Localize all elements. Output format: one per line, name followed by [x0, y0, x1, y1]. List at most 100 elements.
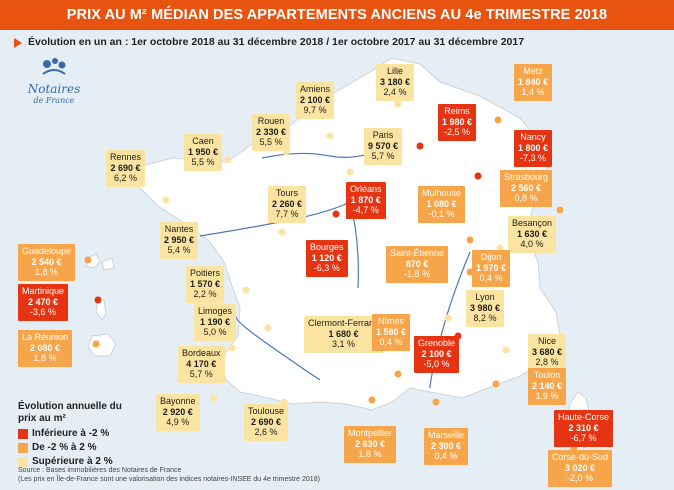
city-name: Rouen: [257, 116, 285, 126]
city-price: 2 630 €: [355, 438, 386, 449]
city-price: 2 300 €: [430, 440, 462, 451]
legend-item-down: Inférieure à -2 %: [18, 428, 138, 439]
city-price: 2 080 €: [30, 342, 61, 353]
legend-swatch-mid: [18, 442, 28, 453]
city-change: 1,9 %: [535, 391, 559, 401]
city-price: 2 920 €: [162, 406, 193, 417]
city-name: Tours: [276, 188, 299, 198]
legend-item-up: Supérieure à 2 %: [18, 456, 138, 467]
city-dot-toulouse: [280, 398, 288, 406]
city-price: 2 690 €: [251, 416, 282, 427]
city-label-poitiers: Poitiers 1 570 €2,2 %: [186, 266, 225, 303]
city-label-nice: Nice 3 680 €2,8 %: [528, 334, 567, 371]
city-name: La Réunion: [22, 332, 69, 342]
page-title: PRIX AU M² MÉDIAN DES APPARTEMENTS ANCIE…: [66, 7, 608, 23]
city-name: Reims: [444, 106, 470, 116]
city-dot-lille: [394, 100, 402, 108]
city-change: -6,7 %: [570, 433, 597, 443]
city-dot-martinique: [94, 296, 102, 304]
city-label-limoges: Limoges 1 190 €5,0 %: [194, 304, 237, 341]
city-name: Dijon: [480, 252, 502, 262]
source-note: Source : Bases immobilières des Notaires…: [18, 466, 320, 484]
guadeloupe-island: [85, 253, 115, 271]
city-change: 7,7 %: [275, 209, 299, 219]
city-change: 5,7 %: [371, 151, 395, 161]
city-change: 2,4 %: [383, 87, 407, 97]
city-change: 0,4 %: [479, 273, 503, 283]
city-label-lyon: Lyon 3 980 €8,2 %: [466, 290, 505, 327]
city-name: Montpellier: [348, 428, 393, 438]
city-change: 1,8 %: [33, 353, 57, 363]
city-label-bordeaux: Bordeaux 4 170 €5,7 %: [178, 346, 225, 383]
city-price: 2 260 €: [272, 198, 303, 209]
city-label-bayonne: Bayonne 2 920 €4,9 %: [156, 394, 200, 431]
city-label-caen: Caen 1 950 €5,5 %: [184, 134, 223, 171]
city-name: Saint-Étienne: [390, 248, 445, 258]
city-dot-bordeaux: [228, 344, 236, 352]
city-change: -5,0 %: [423, 359, 450, 369]
city-dot-nancy: [474, 172, 482, 180]
city-change: -7,3 %: [520, 153, 547, 163]
city-name: Nice: [538, 336, 557, 346]
city-price: 2 140 €: [532, 380, 563, 391]
city-dot-mulhouse: [466, 236, 474, 244]
city-dot-dijon: [466, 268, 474, 276]
city-dot-poitiers: [242, 286, 250, 294]
city-change: 8,2 %: [473, 313, 497, 323]
city-dot-reims: [416, 142, 424, 150]
city-change: -2,0 %: [567, 473, 594, 483]
city-name: Nantes: [164, 224, 194, 234]
city-change: 6,2 %: [114, 173, 138, 183]
city-dot-limoges: [264, 324, 272, 332]
city-price: 1 190 €: [200, 316, 231, 327]
city-label-martinique: Martinique 2 470 € -3,6 %: [18, 284, 69, 321]
city-label-reunion: La Réunion 2 080 €1,8 %: [18, 330, 73, 367]
triangle-marker-icon: [14, 38, 22, 48]
city-change: 1,8 %: [358, 449, 382, 459]
legend-item-mid: De -2 % à 2 %: [18, 442, 138, 453]
city-change: 4,9 %: [166, 417, 190, 427]
garonne-river: [235, 315, 321, 381]
legend-label-down: Inférieure à -2 %: [32, 428, 110, 439]
city-label-strasbourg: Strasbourg 2 560 €0,8 %: [500, 170, 553, 207]
city-name: Mulhouse: [422, 188, 462, 198]
city-change: -4,7 %: [352, 205, 379, 215]
city-price: 870 €: [405, 258, 429, 269]
city-label-toulon: Toulon 2 140 €1,9 %: [528, 368, 567, 405]
city-change: 5,0 %: [203, 327, 227, 337]
city-price: 9 570 €: [368, 140, 399, 151]
city-dot-lyon: [444, 314, 452, 322]
city-price: 2 690 €: [110, 162, 141, 173]
city-name: Amiens: [300, 84, 331, 94]
city-dot-rennes: [162, 196, 170, 204]
city-name: Paris: [372, 130, 394, 140]
city-price: 2 100 €: [421, 348, 452, 359]
city-dot-besancon: [496, 244, 504, 252]
city-price: 3 980 €: [470, 302, 501, 313]
city-label-mulhouse: Mulhouse 1 080 € -0,1 %: [418, 186, 466, 223]
city-change: 5,5 %: [259, 137, 283, 147]
city-change: 9,7 %: [303, 105, 327, 115]
city-price: 1 950 €: [188, 146, 219, 157]
city-label-rennes: Rennes 2 690 €6,2 %: [106, 150, 146, 187]
city-name: Nancy: [520, 132, 546, 142]
city-name: Toulouse: [248, 406, 285, 416]
city-price: 3 020 €: [565, 462, 596, 473]
city-change: 5,5 %: [191, 157, 215, 167]
city-label-dijon: Dijon 1 970 €0,4 %: [472, 250, 511, 287]
city-dot-nice: [502, 346, 510, 354]
legend-swatch-down: [18, 428, 28, 439]
city-change: 2,6 %: [254, 427, 278, 437]
legend-title: Évolution annuelle du prix au m²: [18, 401, 122, 424]
city-name: Guadeloupe: [22, 246, 72, 256]
legend-swatch-up: [18, 456, 28, 467]
city-price: 1 630 €: [517, 228, 548, 239]
city-label-rouen: Rouen 2 330 €5,5 %: [252, 114, 291, 151]
city-price: 1 800 €: [518, 142, 549, 153]
city-change: -0,1 %: [428, 209, 455, 219]
city-label-montpellier: Montpellier 2 630 €1,8 %: [344, 426, 397, 463]
city-name: Besançon: [512, 218, 553, 228]
city-change: 5,4 %: [167, 245, 191, 255]
city-name: Clermont-Ferrand: [308, 318, 380, 328]
city-price: 3 180 €: [380, 76, 411, 87]
